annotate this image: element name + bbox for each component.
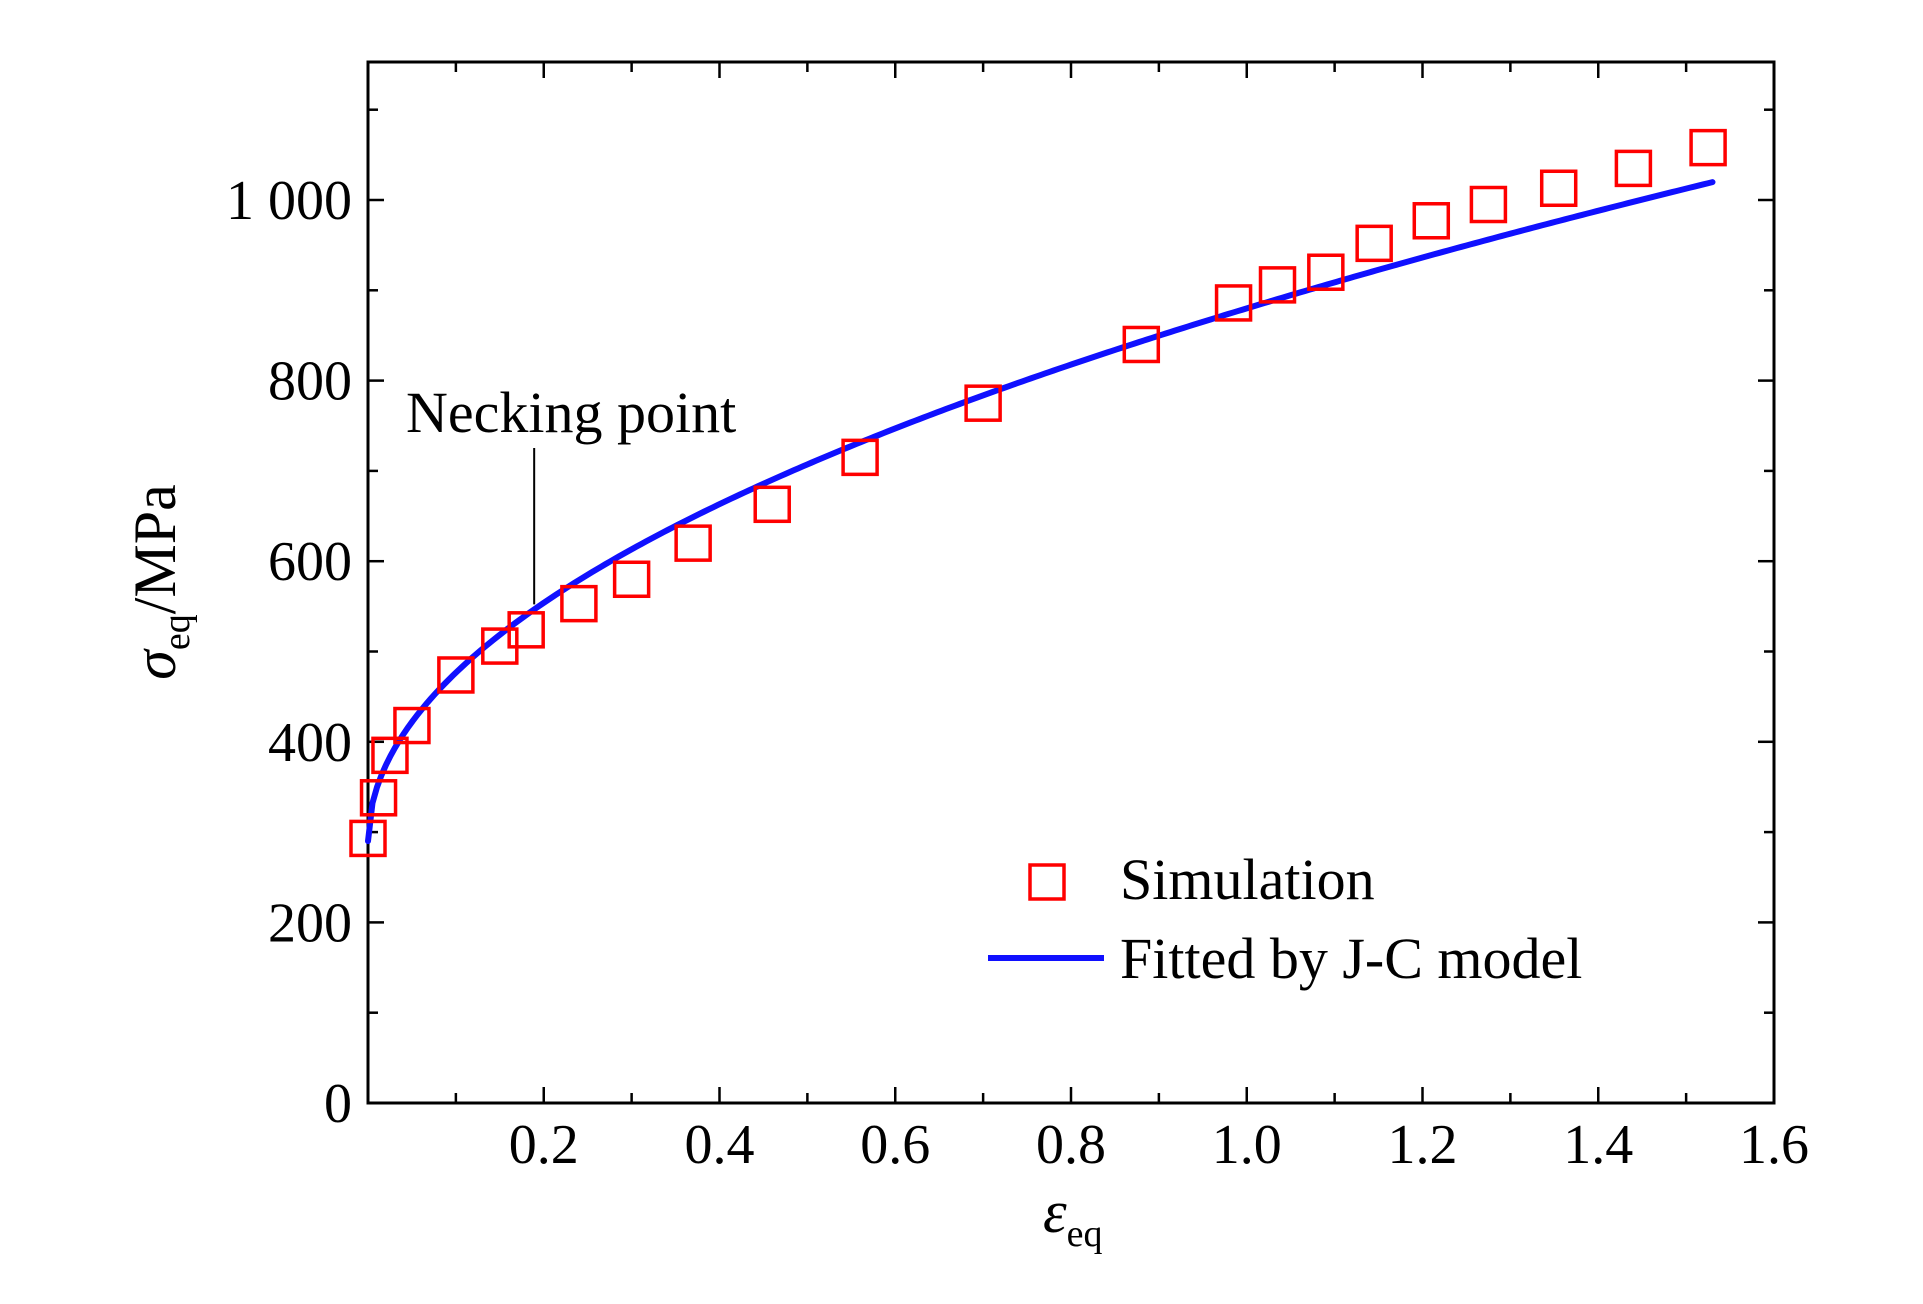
simulation-point (393, 706, 431, 745)
x-axis-symbol: ε (1043, 1179, 1067, 1245)
y-axis-symbol: σ (122, 648, 188, 680)
x-tick-label: 0.2 (509, 1114, 579, 1176)
y-tick-label: 200 (268, 892, 352, 954)
y-tick-label: 600 (268, 531, 352, 593)
series-line-jc-model (365, 179, 1716, 845)
simulation-point (1122, 325, 1161, 364)
y-axis-subscript: eq (156, 614, 198, 650)
y-tick-label: 800 (268, 351, 352, 413)
simulation-point (507, 611, 545, 649)
y-tick-label: 0 (324, 1073, 352, 1135)
x-tick-label: 0.4 (685, 1114, 755, 1176)
simulation-point (1307, 253, 1345, 291)
x-tick-label: 1.4 (1563, 1114, 1633, 1176)
simulation-point (674, 524, 712, 562)
simulation-point (1355, 224, 1393, 263)
x-tick-label: 0.8 (1036, 1114, 1106, 1176)
x-axis-title: εeq (1043, 1179, 1103, 1255)
simulation-point (1614, 149, 1653, 188)
series-markers-simulation (349, 128, 1727, 858)
simulation-point (560, 584, 598, 623)
simulation-point (1258, 266, 1297, 304)
legend-label-simulation: Simulation (1120, 847, 1375, 912)
x-axis-subscript: eq (1067, 1213, 1103, 1255)
y-axis-tick-labels: 0 200 400 600 800 1 000 (226, 170, 352, 1135)
y-tick-label: 400 (268, 712, 352, 774)
simulation-point (371, 736, 409, 775)
legend: Simulation Fitted by J-C model (988, 847, 1582, 991)
simulation-point (1412, 202, 1451, 240)
x-tick-label: 1.0 (1212, 1114, 1282, 1176)
x-tick-label: 1.2 (1388, 1114, 1458, 1176)
x-axis-ticks (454, 62, 1688, 1103)
simulation-point (964, 384, 1002, 422)
simulation-point (1214, 284, 1253, 322)
y-axis-ticks (368, 108, 1774, 1014)
simulation-point (753, 485, 791, 524)
simulation-point (1469, 185, 1508, 224)
simulation-point (437, 656, 475, 694)
simulation-point (359, 779, 398, 817)
y-axis-unit: /MPa (122, 484, 188, 614)
simulation-point (349, 819, 387, 858)
y-tick-label: 1 000 (226, 170, 352, 232)
simulation-point (1539, 169, 1578, 208)
legend-label-jc-model: Fitted by J-C model (1120, 926, 1582, 991)
simulation-point (612, 560, 651, 599)
y-axis-title: σeq/MPa (122, 484, 198, 680)
x-tick-label: 1.6 (1739, 1114, 1809, 1176)
necking-point-label: Necking point (406, 380, 736, 445)
x-axis-tick-labels: 0.2 0.4 0.6 0.8 1.0 1.2 1.4 1.6 (509, 1114, 1809, 1176)
x-tick-label: 0.6 (860, 1114, 930, 1176)
legend-marker-simulation (1028, 863, 1066, 901)
simulation-point (1689, 128, 1727, 167)
simulation-point (841, 438, 879, 477)
